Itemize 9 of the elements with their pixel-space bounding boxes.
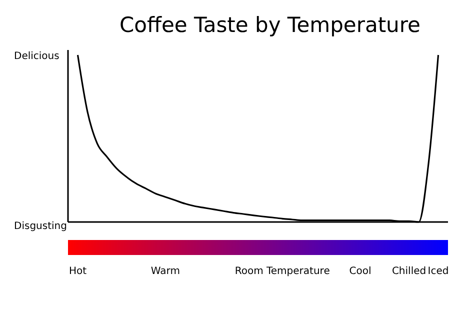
x-tick-label: Chilled [392,266,426,277]
x-tick-label: Iced [428,266,449,277]
x-tick-label: Room Temperature [234,266,330,277]
chart-title: Coffee Taste by Temperature [120,13,420,37]
x-tick-label: Warm [150,266,180,277]
text: Delicious [14,51,60,62]
x-tick-label: Cool [349,266,372,277]
text: Disgusting [14,221,67,232]
x-tick-label: Hot [68,266,87,277]
